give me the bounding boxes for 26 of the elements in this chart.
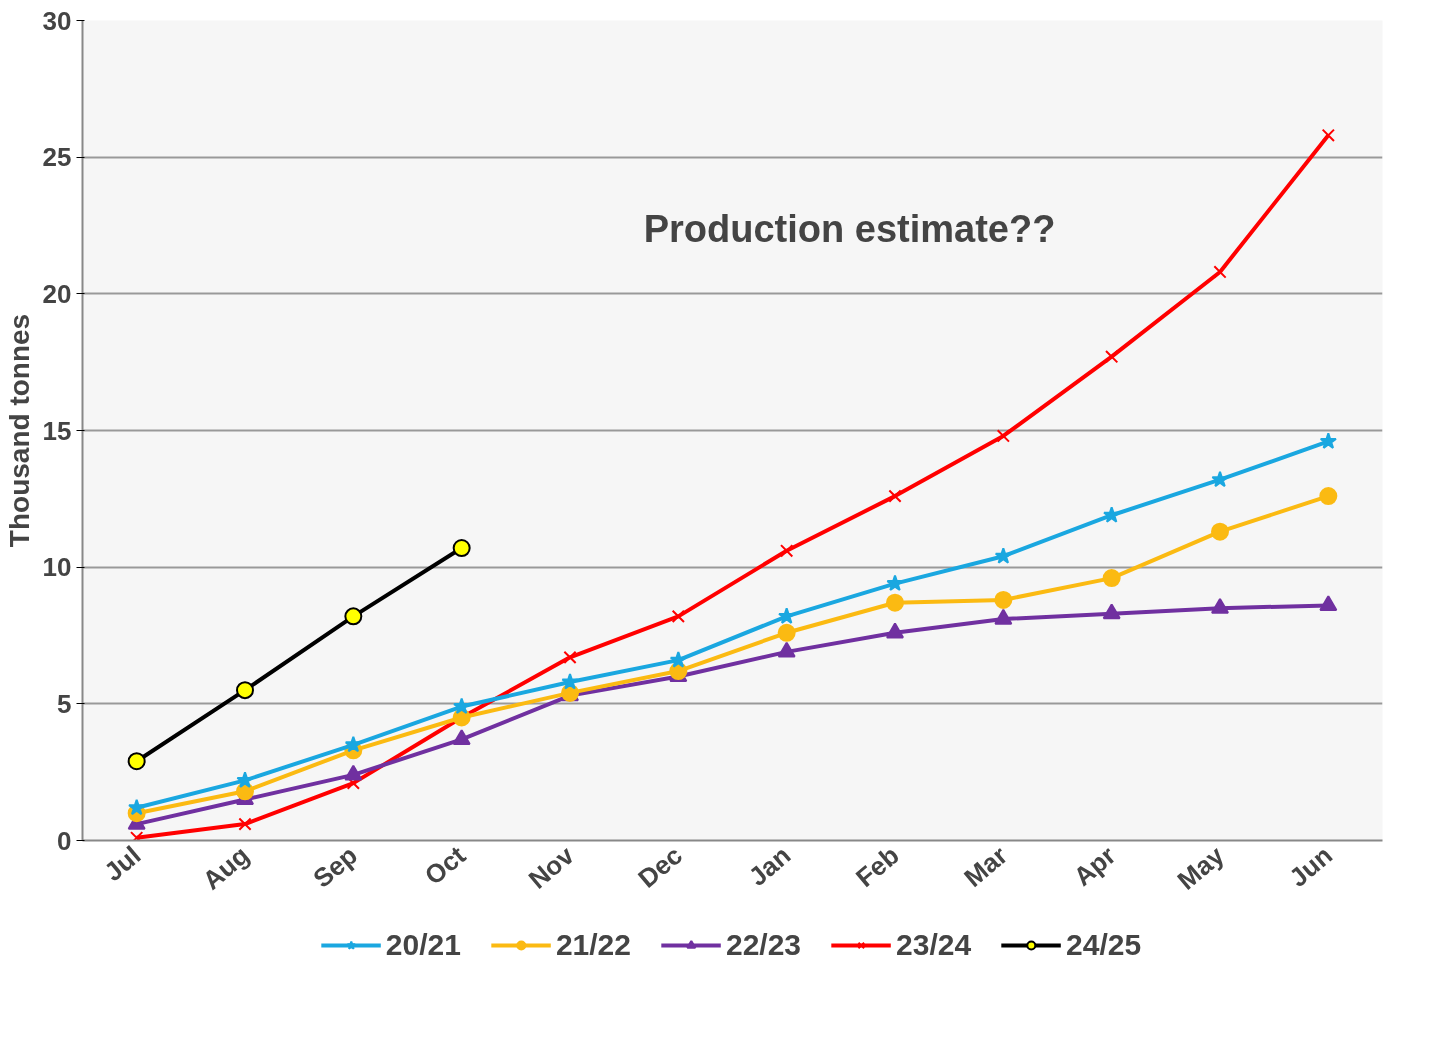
y-tick-label: 0 bbox=[57, 825, 72, 856]
x-tick-label: Oct bbox=[418, 839, 472, 891]
x-tick-label: Jul bbox=[98, 840, 147, 888]
legend-label: 23/24 bbox=[896, 928, 972, 962]
y-tick-label: 10 bbox=[42, 552, 72, 583]
x-tick-label: Sep bbox=[307, 840, 363, 894]
y-tick-label: 20 bbox=[42, 278, 72, 309]
x-tick-label: Feb bbox=[849, 840, 905, 893]
legend-label: 24/25 bbox=[1066, 928, 1142, 962]
legend-label: 20/21 bbox=[385, 928, 461, 962]
x-tick-label: Apr bbox=[1067, 840, 1122, 892]
annotation: Production estimate?? bbox=[643, 208, 1056, 251]
y-tick-label: 5 bbox=[57, 688, 72, 719]
x-tick-label: Mar bbox=[958, 840, 1014, 893]
y-tick-label: 25 bbox=[42, 142, 72, 173]
x-tick-label: Dec bbox=[632, 840, 688, 894]
y-tick-label: 30 bbox=[42, 5, 72, 36]
legend-label: 22/23 bbox=[725, 928, 802, 962]
y-axis-title: Thousand tonnes bbox=[3, 313, 35, 548]
x-tick-label: Nov bbox=[522, 839, 581, 895]
x-tick-label: Jan bbox=[742, 840, 797, 892]
x-tick-label: Jun bbox=[1283, 840, 1338, 893]
x-tick-label: Aug bbox=[196, 840, 255, 896]
x-tick-label: May bbox=[1171, 839, 1231, 896]
y-tick-label: 15 bbox=[42, 415, 72, 446]
legend-label: 21/22 bbox=[555, 928, 631, 962]
